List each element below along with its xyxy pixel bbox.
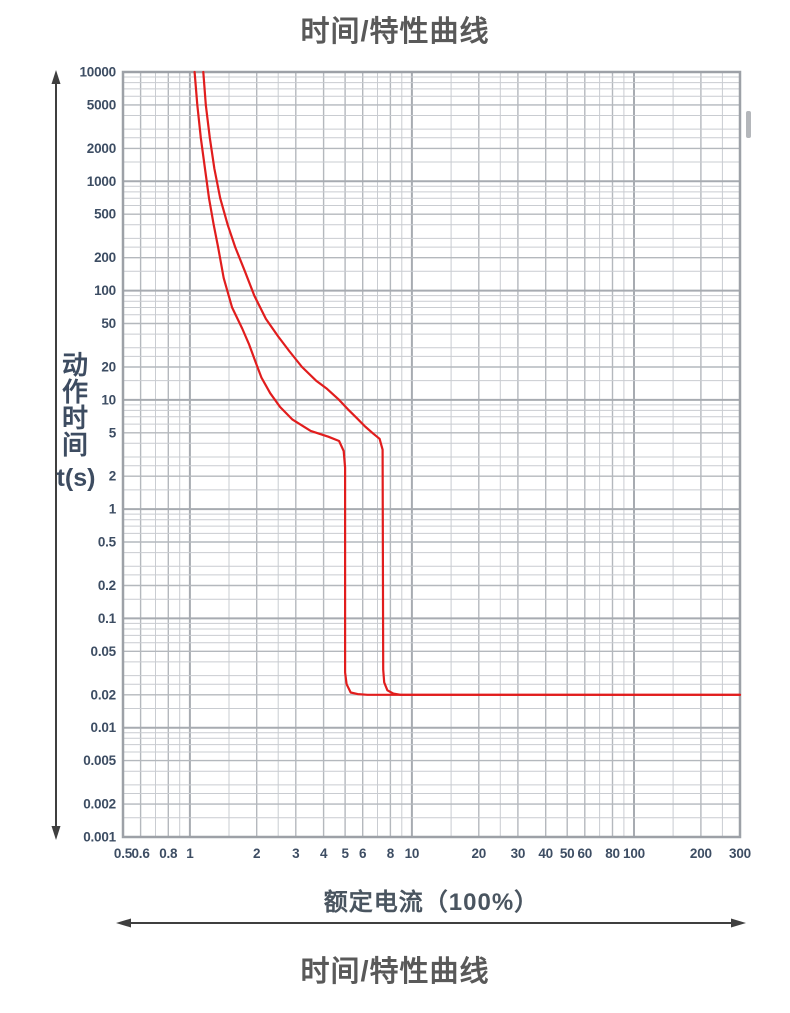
y-tick-label: 2000 bbox=[87, 141, 116, 156]
y-tick-label: 500 bbox=[94, 207, 116, 222]
y-tick-label: 2 bbox=[109, 469, 116, 484]
x-tick-label: 2 bbox=[253, 846, 260, 861]
y-tick-label: 0.002 bbox=[83, 797, 116, 812]
x-tick-label: 30 bbox=[511, 846, 526, 861]
trip-curve-lower-limit bbox=[193, 70, 742, 696]
x-tick-label: 50 bbox=[560, 846, 575, 861]
x-tick-label: 200 bbox=[690, 846, 712, 861]
trip-curve-upper-limit bbox=[202, 70, 742, 696]
arrow-down-icon bbox=[51, 826, 61, 840]
y-tick-label: 0.1 bbox=[98, 611, 117, 626]
y-tick-label: 5 bbox=[109, 425, 117, 440]
x-tick-label: 0.6 bbox=[132, 846, 151, 861]
y-axis-unit-label: t(s) bbox=[56, 464, 96, 492]
y-tick-label: 5000 bbox=[87, 97, 116, 112]
x-tick-label: 300 bbox=[729, 846, 751, 861]
axis-arrows bbox=[51, 70, 746, 928]
y-tick-label: 100 bbox=[94, 283, 116, 298]
arrow-right-icon bbox=[731, 918, 746, 928]
x-tick-label: 40 bbox=[538, 846, 553, 861]
y-tick-label: 10000 bbox=[79, 65, 116, 80]
y-tick-label: 0.05 bbox=[91, 644, 117, 659]
y-axis-title: 动作时间 bbox=[61, 350, 88, 460]
y-tick-label: 1 bbox=[109, 502, 117, 517]
x-tick-label: 5 bbox=[341, 846, 349, 861]
y-tick-label: 10 bbox=[101, 392, 116, 407]
y-tick-label: 0.02 bbox=[91, 687, 116, 702]
x-tick-label: 100 bbox=[623, 846, 645, 861]
arrow-up-icon bbox=[51, 70, 61, 84]
x-tick-label: 60 bbox=[577, 846, 592, 861]
y-tick-label: 50 bbox=[101, 316, 116, 331]
y-tick-label: 20 bbox=[101, 360, 116, 375]
x-tick-label: 0.8 bbox=[159, 846, 178, 861]
y-tick-label: 0.2 bbox=[98, 578, 116, 593]
x-tick-label: 20 bbox=[471, 846, 486, 861]
plot-border bbox=[121, 70, 742, 839]
y-tick-label: 200 bbox=[94, 250, 116, 265]
x-tick-label: 0.5 bbox=[114, 846, 133, 861]
trip-curves bbox=[193, 70, 742, 696]
y-tick-label: 0.001 bbox=[83, 830, 116, 845]
x-axis-title: 额定电流（100%） bbox=[323, 889, 540, 916]
x-tick-labels: 0.5 0.6 0.8 1 2 3 4 5 6 8 10 20 30 40 50 60 80 100 200 300 bbox=[114, 846, 751, 861]
y-tick-labels: 10000 5000 2000 1000 500 200 100 50 20 10 5 2 1 0.5 0.… bbox=[79, 65, 116, 845]
scrollbar-thumb[interactable] bbox=[746, 111, 751, 138]
arrow-left-icon bbox=[116, 918, 131, 928]
x-tick-label: 4 bbox=[320, 846, 328, 861]
bottom-caption: 时间/特性曲线 bbox=[300, 956, 490, 988]
x-tick-label: 8 bbox=[387, 846, 395, 861]
y-tick-label: 0.01 bbox=[91, 720, 117, 735]
x-tick-label: 3 bbox=[292, 846, 300, 861]
page-title: 时间/特性曲线 bbox=[300, 16, 490, 48]
gridlines bbox=[122, 71, 741, 838]
x-tick-label: 80 bbox=[605, 846, 620, 861]
y-tick-label: 0.5 bbox=[98, 535, 117, 550]
y-tick-label: 1000 bbox=[87, 174, 116, 189]
x-tick-label: 1 bbox=[186, 846, 194, 861]
y-tick-label: 0.005 bbox=[83, 753, 116, 768]
x-tick-label: 10 bbox=[405, 846, 420, 861]
x-tick-label: 6 bbox=[359, 846, 367, 861]
